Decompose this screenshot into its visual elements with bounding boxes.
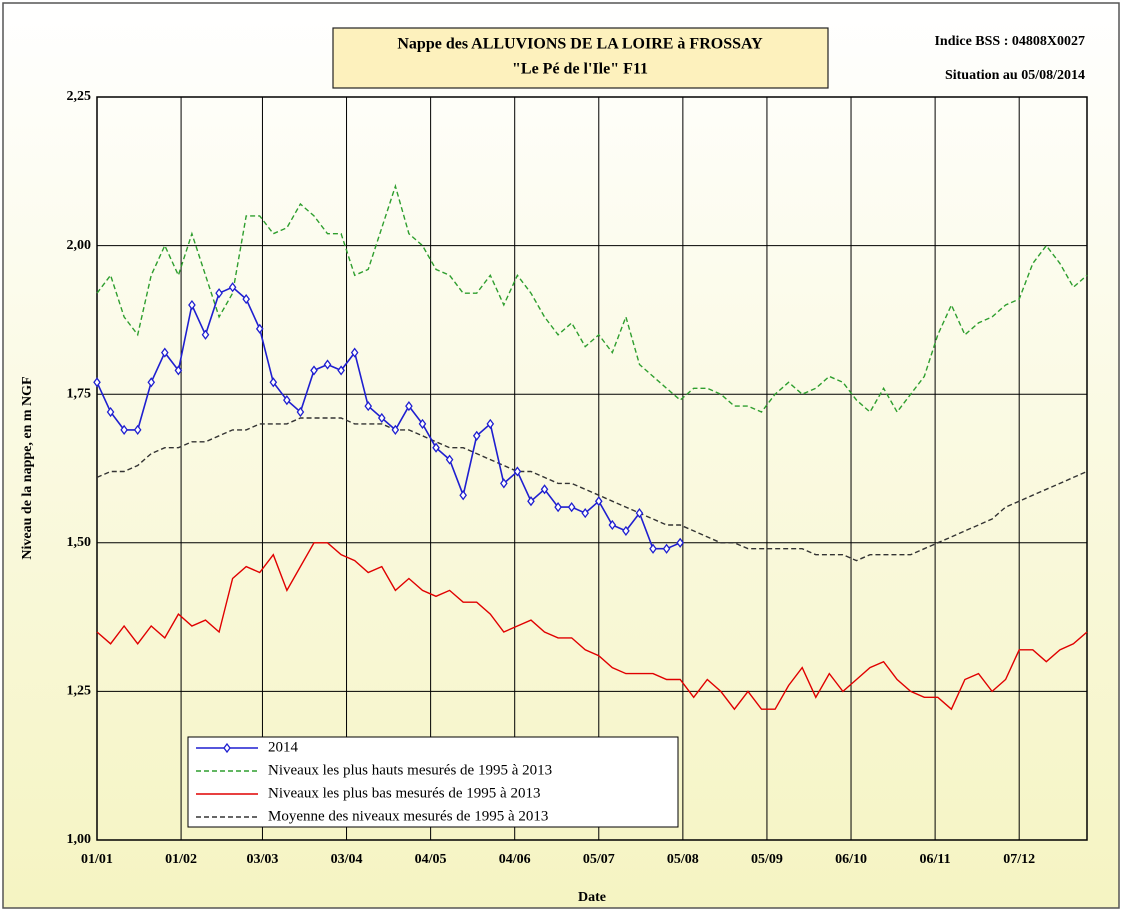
- data-point: [147, 377, 156, 388]
- y-tick-label: 2,25: [67, 89, 92, 104]
- data-point: [554, 502, 562, 513]
- x-tick-label: 05/09: [751, 852, 783, 867]
- legend-box: [187, 736, 679, 828]
- data-point: [323, 359, 332, 370]
- data-point: [472, 430, 481, 441]
- x-tick-label: 04/05: [415, 852, 447, 867]
- legend-label: Niveaux les plus bas mesurés de 1995 à 2…: [268, 785, 540, 801]
- data-point: [296, 406, 305, 418]
- data-point: [283, 395, 291, 406]
- legend: 2014 Niveaux les plus hauts mesurés de 19…: [187, 736, 679, 828]
- data-point: [160, 347, 169, 358]
- data-point: [486, 418, 495, 430]
- data-point: [418, 418, 427, 430]
- data-point: [405, 401, 413, 412]
- annotation: Situation au 05/08/2014: [945, 68, 1085, 83]
- series-line: [96, 417, 1088, 562]
- data-point: [459, 490, 467, 501]
- legend-marker: [223, 742, 231, 754]
- y-tick-label: 1,50: [67, 535, 92, 550]
- x-tick-label: 01/01: [81, 852, 113, 867]
- data-point: [310, 365, 318, 376]
- data-point: [540, 484, 549, 495]
- x-tick-label: 05/08: [667, 852, 699, 867]
- data-point: [377, 412, 386, 424]
- data-point: [594, 496, 603, 507]
- x-tick-label: 05/07: [583, 852, 615, 867]
- legend-label: Moyenne des niveaux mesurés de 1995 à 20…: [268, 808, 548, 824]
- x-tick-label: 06/10: [835, 852, 867, 867]
- series-line: [96, 542, 1088, 711]
- data-point: [106, 406, 115, 418]
- data-point: [513, 466, 522, 477]
- y-tick-label: 1,00: [67, 832, 92, 847]
- data-point: [269, 377, 278, 388]
- data-point: [500, 478, 508, 489]
- legend-label: 2014: [268, 739, 299, 755]
- annotation: Indice BSS : 04808X0027: [934, 34, 1085, 49]
- y-axis-label: Niveau de la nappe, en m NGF: [20, 376, 35, 559]
- data-point: [527, 496, 535, 507]
- x-tick-label: 06/11: [920, 852, 951, 867]
- data-point: [337, 365, 345, 376]
- y-tick-label: 2,00: [67, 238, 92, 253]
- y-tick-label: 1,75: [67, 386, 92, 401]
- plot-border: [96, 96, 1088, 841]
- data-point: [174, 365, 183, 376]
- data-point: [364, 401, 373, 412]
- x-tick-label: 07/12: [1003, 852, 1035, 867]
- data-point: [133, 424, 142, 435]
- data-point: [622, 525, 630, 536]
- data-point: [608, 519, 617, 531]
- series-line: [96, 183, 1088, 414]
- data-point: [350, 347, 359, 358]
- x-tick-label: 03/04: [331, 852, 363, 867]
- data-point: [635, 507, 644, 519]
- data-point: [120, 424, 128, 435]
- data-point: [676, 537, 684, 548]
- data-point: [242, 294, 250, 305]
- chart-subtitle: "Le Pé de l'Ile" F11: [512, 61, 648, 78]
- y-tick-label: 1,25: [67, 684, 92, 699]
- data-point: [255, 323, 264, 334]
- data-point: [581, 507, 590, 519]
- x-tick-label: 01/02: [165, 852, 197, 867]
- data-point: [445, 454, 454, 465]
- data-point: [215, 288, 223, 299]
- x-tick-label: 03/03: [247, 852, 279, 867]
- legend-label: Niveaux les plus hauts mesurés de 1995 à…: [268, 762, 552, 778]
- data-point: [391, 424, 400, 435]
- data-point: [228, 282, 237, 293]
- data-point: [567, 502, 576, 513]
- data-point: [201, 329, 210, 340]
- data-point: [432, 442, 440, 453]
- x-axis-label: Date: [578, 890, 606, 905]
- chart-title: Nappe des ALLUVIONS DE LA LOIRE à FROSSA…: [397, 36, 763, 53]
- data-point: [662, 543, 671, 554]
- title-box: [332, 27, 829, 89]
- data-point: [93, 377, 101, 388]
- data-point: [188, 299, 196, 311]
- x-tick-label: 04/06: [499, 852, 531, 867]
- data-point: [649, 543, 657, 554]
